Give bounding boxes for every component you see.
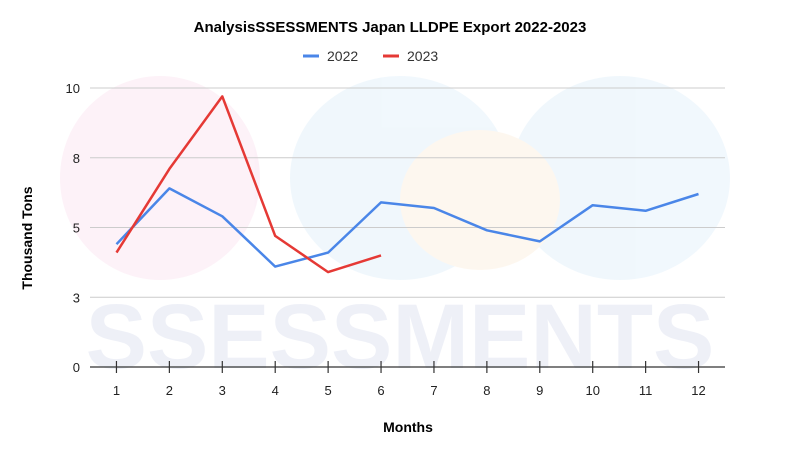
x-axis-ticks: 1 2 3 4 5 6 7 8 9 10 11 12 [113,361,706,398]
watermark-logo [60,76,730,280]
series-lines [115,95,699,274]
y-tick-label: 8 [73,151,80,166]
x-tick-label: 10 [585,383,599,398]
x-tick-label: 6 [377,383,384,398]
series-line-2022 [115,187,699,268]
x-axis-label: Months [383,419,433,435]
y-axis-ticks: 0 3 5 8 10 [66,81,80,375]
x-tick-label: 4 [272,383,279,398]
legend-label-2023: 2023 [407,48,438,64]
gridlines [90,87,725,368]
y-tick-label: 10 [66,81,80,96]
legend-label-2022: 2022 [327,48,358,64]
x-tick-label: 8 [483,383,490,398]
y-tick-label: 5 [73,221,80,236]
x-tick-label: 2 [166,383,173,398]
series-line-2023 [115,95,382,274]
x-tick-label: 5 [325,383,332,398]
x-tick-label: 7 [430,383,437,398]
legend: 2022 2023 [303,48,438,64]
chart-title: AnalysisSSESSMENTS Japan LLDPE Export 20… [194,19,587,36]
y-tick-label: 0 [73,360,80,375]
x-tick-label: 1 [113,383,120,398]
x-tick-label: 12 [691,383,705,398]
x-tick-label: 9 [536,383,543,398]
y-axis-label: Thousand Tons [19,186,35,289]
y-tick-label: 3 [73,290,80,305]
watermark-text: SSESSMENTS [86,286,715,388]
x-tick-label: 11 [639,383,653,398]
x-tick-label: 3 [219,383,226,398]
